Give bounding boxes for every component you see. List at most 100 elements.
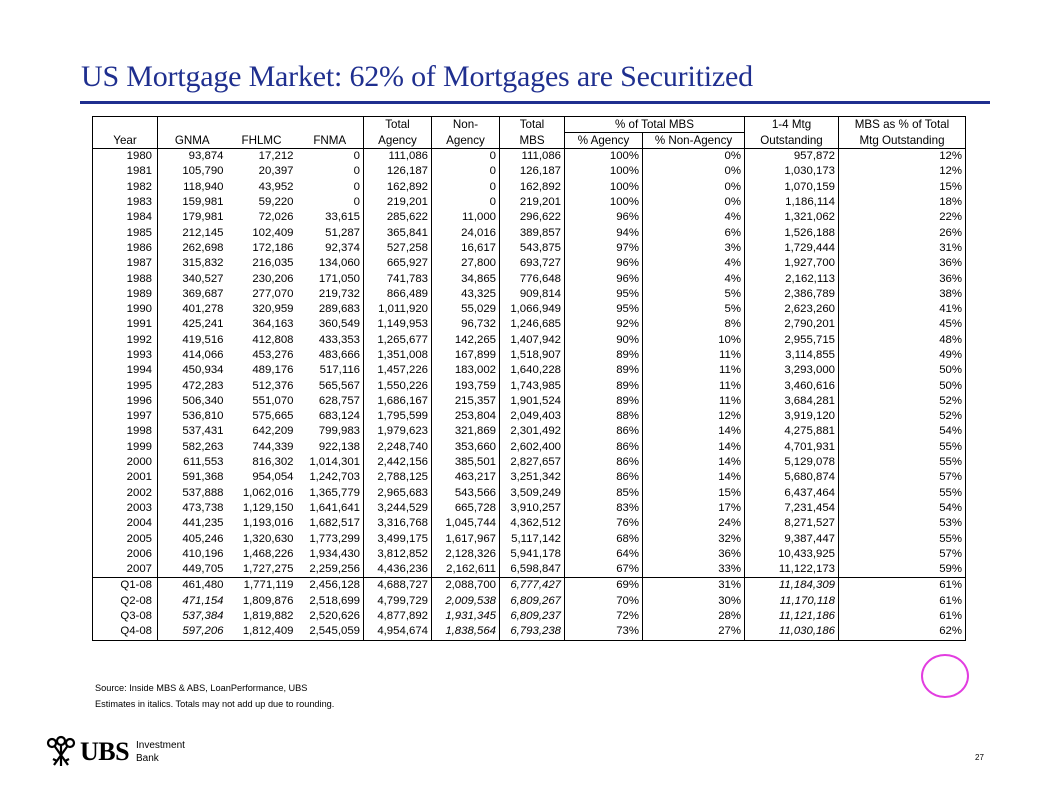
table-cell: 70%	[564, 593, 643, 609]
table-cell: 5,129,078	[744, 454, 839, 471]
table-cell: 193,759	[431, 378, 500, 394]
header-pct-total-mbs: % of Total MBS	[564, 116, 745, 133]
table-cell: 472,283	[182, 379, 224, 392]
table-cell: 85%	[564, 485, 643, 501]
table-cell: 2,623,260	[744, 301, 839, 318]
table-cell: 11,000	[431, 210, 500, 226]
table-cell: 33%	[642, 562, 745, 578]
table-cell: 162,892	[499, 179, 565, 195]
table-row: 1990 401,278 320,959 289,683 1,011,920 55,029…	[92, 301, 966, 318]
row-label: Q2-08	[92, 593, 158, 609]
table-row: 1980 93,874 17,212 0 111,086 0 111,086 100% 0% 95…	[92, 148, 966, 165]
table-cell: 582,263	[182, 440, 224, 453]
table-row: 2006 410,196 1,468,226 1,934,430 3,812,852 2,…	[92, 546, 966, 563]
table-row: 1992 419,516 412,808 433,353 1,265,677 142,26…	[92, 332, 966, 348]
table-cell: 365,841	[363, 225, 432, 241]
row-label: 1997	[92, 409, 158, 425]
table-cell: 5,680,874	[744, 470, 839, 486]
table-cell: 54%	[838, 500, 966, 517]
table-cell: 16,617	[431, 240, 500, 257]
table-cell: 360,549	[296, 317, 364, 333]
table-cell: 450,934	[182, 364, 224, 377]
table-cell: 0	[431, 179, 500, 195]
table-cell: 449,705	[182, 563, 224, 576]
table-cell: 0%	[642, 179, 745, 195]
table-cell: 289,683	[296, 301, 364, 318]
ubs-logo: UBS Investment Bank	[44, 735, 204, 769]
table-cell: 61%	[838, 577, 966, 594]
table-cell: 527,258	[363, 240, 432, 257]
table-cell: 55,029	[431, 301, 500, 318]
table-cell: 2,602,400	[499, 439, 565, 455]
table-cell: 86%	[564, 424, 643, 440]
table-cell: 340,527	[182, 272, 224, 285]
table-cell: 36%	[838, 271, 966, 287]
header-row-2: Year GNMA FHLMC FNMA Agency Agency MBS %…	[92, 132, 966, 149]
table-cell: 118,940	[183, 180, 224, 193]
table-cell: 32%	[642, 531, 745, 547]
table-cell: 55%	[838, 485, 966, 501]
table-cell: 433,353	[296, 332, 364, 348]
table-cell: 36%	[642, 546, 745, 563]
table-cell: 4,362,512	[499, 516, 565, 532]
table-cell: 10,433,925	[744, 546, 839, 563]
header-fhlmc: FHLMC	[226, 132, 297, 149]
table-cell: 6,437,464	[744, 485, 839, 501]
row-label: 1982	[92, 179, 158, 195]
table-cell: 3,244,529	[363, 500, 432, 517]
table-cell: 1,812,409	[226, 624, 297, 641]
table-cell: 73%	[564, 624, 643, 641]
table-cell: 1,407,942	[499, 332, 565, 348]
table-cell: 1,186,114	[744, 194, 839, 211]
table-cell: 17%	[642, 500, 745, 517]
table-cell: 683,124	[296, 409, 364, 425]
table-cell: 0	[431, 194, 500, 211]
table-cell: 96,732	[431, 317, 500, 333]
row-label: 1999	[92, 439, 158, 455]
table-cell: 102,409	[252, 226, 294, 239]
row-label: 1983	[92, 194, 158, 211]
table-cell: 741,783	[363, 271, 432, 287]
table-cell: 3,460,616	[744, 378, 839, 394]
table-cell: 162,892	[363, 179, 432, 195]
table-row: 1986 262,698 172,186 92,374 527,258 16,617 543…	[92, 240, 966, 257]
row-label: 2007	[92, 562, 158, 578]
table-cell: 543,875	[499, 240, 565, 257]
table-cell: 296,622	[499, 210, 565, 226]
table-cell: 43,952	[258, 180, 294, 193]
table-cell: 385,501	[431, 454, 500, 471]
table-cell: 1,550,226	[363, 378, 432, 394]
table-cell: 64%	[564, 546, 643, 563]
table-cell: 97%	[564, 240, 643, 257]
table-cell: 512,376	[252, 379, 294, 392]
table-cell: 315,832	[182, 257, 224, 270]
table-cell: 86%	[564, 439, 643, 455]
table-cell: 219,201	[499, 194, 565, 211]
table-cell: 94%	[564, 225, 643, 241]
table-cell: 1,518,907	[499, 347, 565, 364]
table-cell: 1,193,016	[242, 517, 294, 530]
table-cell: 61%	[838, 593, 966, 609]
table-cell: 15%	[642, 485, 745, 501]
table-cell: 50%	[838, 378, 966, 394]
table-cell: 6,809,237	[499, 608, 565, 625]
table-cell: 89%	[564, 393, 643, 410]
table-cell: 4%	[642, 210, 745, 226]
table-cell: 320,959	[252, 303, 294, 316]
table-cell: 95%	[564, 301, 643, 318]
table-cell: 50%	[838, 363, 966, 379]
table-cell: 1,773,299	[296, 531, 364, 547]
table-row: 1997 536,810 575,665 683,124 1,795,599 253,80…	[92, 409, 966, 425]
title-rule	[80, 101, 990, 104]
table-cell: 18%	[838, 194, 966, 211]
table-cell: 591,368	[182, 471, 224, 484]
table-cell: 957,872	[744, 148, 839, 165]
table-cell: 11%	[642, 347, 745, 364]
header-year: Year	[92, 132, 158, 149]
table-cell: 89%	[564, 363, 643, 379]
table-cell: 57%	[838, 470, 966, 486]
table-cell: 537,888	[182, 486, 224, 499]
table-cell: 3,919,120	[744, 409, 839, 425]
header-cell	[226, 116, 297, 133]
header-pct-agency: % Agency	[564, 132, 643, 149]
